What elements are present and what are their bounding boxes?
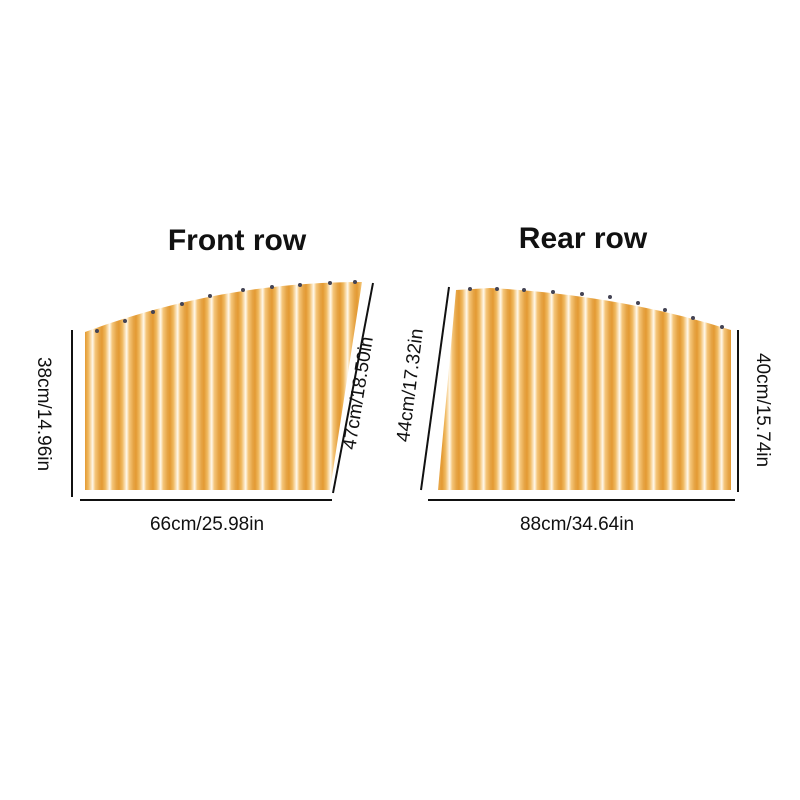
- front-row-title: Front row: [168, 224, 307, 257]
- front-diagonal-dimension-line: [332, 282, 374, 494]
- rear-height-label: 40cm/15.74in: [752, 353, 773, 467]
- rear-curtain-hooks: [468, 287, 724, 329]
- front-width-label: 66cm/25.98in: [150, 514, 264, 535]
- rear-row-group: Rear row 44cm/17.32in 88cm/34.64in 40cm/…: [393, 222, 773, 535]
- rear-row-title: Rear row: [519, 222, 648, 255]
- rear-curtain-image: [438, 288, 731, 490]
- rear-diagonal-dimension-line: [420, 286, 450, 491]
- front-curtain-hooks: [95, 280, 357, 333]
- front-curtain-image: [85, 282, 362, 490]
- rear-width-label: 88cm/34.64in: [520, 514, 634, 535]
- rear-diagonal-label: 44cm/17.32in: [393, 327, 428, 443]
- front-height-label: 38cm/14.96in: [33, 357, 54, 471]
- front-row-group: Front row 38cm/14.96in 66cm/25.98in 47cm…: [33, 224, 378, 535]
